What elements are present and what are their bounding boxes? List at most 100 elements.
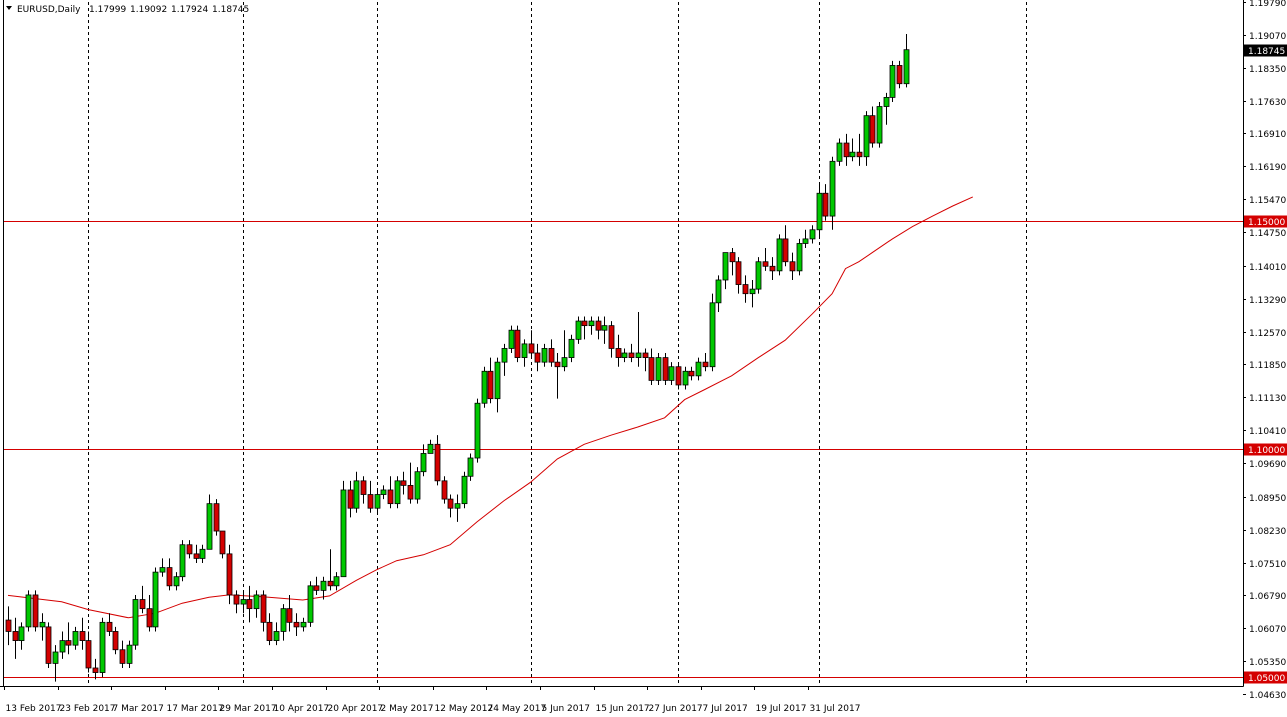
candle-body-100 <box>675 366 682 386</box>
candle-body-33 <box>226 553 233 596</box>
candle-35 <box>240 590 247 614</box>
candle-body-79 <box>534 352 541 363</box>
candle-body-45 <box>307 585 314 623</box>
candle-body-83 <box>561 357 568 368</box>
candle-88 <box>595 316 602 340</box>
low-value: 1.17924 <box>171 5 208 15</box>
candle-121 <box>816 184 823 239</box>
candle-body-2 <box>18 626 25 641</box>
candle-49 <box>333 572 340 591</box>
candle-74 <box>501 343 508 376</box>
candle-45 <box>307 581 314 627</box>
candle-96 <box>648 348 655 385</box>
x-tick-label-14: 19 Jul 2017 <box>756 704 807 714</box>
candle-61 <box>414 467 421 504</box>
candle-55 <box>374 489 381 513</box>
candle-9 <box>65 622 72 655</box>
candle-14 <box>99 617 106 678</box>
candle-body-77 <box>521 343 528 358</box>
candle-body-10 <box>72 631 79 646</box>
candle-4 <box>32 590 39 632</box>
y-tick-label-9: 1.13290 <box>1249 296 1286 306</box>
candles <box>5 33 910 682</box>
candle-105 <box>709 293 716 372</box>
candle-body-63 <box>427 443 434 454</box>
candle-body-27 <box>186 544 193 555</box>
candle-body-132 <box>889 65 896 98</box>
candle-body-18 <box>126 644 133 664</box>
candle-133 <box>896 60 903 89</box>
candle-body-99 <box>668 366 675 381</box>
candle-111 <box>749 279 756 308</box>
candle-11 <box>79 617 86 650</box>
y-axis: 1.19790 1.19070 1.18350 1.17630 1.16910 1.161… <box>1243 0 1286 701</box>
candle-body-85 <box>575 320 582 340</box>
candle-body-109 <box>735 261 742 285</box>
collapse-triangle-icon[interactable] <box>6 6 12 10</box>
candle-19 <box>132 594 139 650</box>
candle-body-0 <box>5 619 12 632</box>
x-tick-label-12: 27 Jun 2017 <box>649 704 703 714</box>
candle-body-107 <box>722 252 729 281</box>
candle-52 <box>353 471 360 513</box>
candle-body-54 <box>367 494 374 509</box>
candle-87 <box>588 316 595 335</box>
candle-body-129 <box>869 115 876 144</box>
y-tick-label-13: 1.10410 <box>1249 427 1286 437</box>
candle-body-126 <box>849 151 856 158</box>
candle-69 <box>467 453 474 481</box>
candle-72 <box>487 357 494 404</box>
candle-63 <box>427 439 434 454</box>
candle-body-72 <box>487 370 494 400</box>
candle-119 <box>802 229 809 249</box>
candle-body-88 <box>595 320 602 331</box>
candle-body-92 <box>621 352 628 358</box>
candle-0 <box>5 606 12 646</box>
candle-23 <box>159 558 166 577</box>
candle-129 <box>869 106 876 148</box>
y-tick-label-14: 1.09690 <box>1249 460 1286 470</box>
candle-body-89 <box>601 325 608 331</box>
close-value: 1.18745 <box>212 5 249 15</box>
y-tick-label-6: 1.15470 <box>1249 196 1286 206</box>
x-tick-label-13: 7 Jul 2017 <box>703 704 748 714</box>
candle-31 <box>213 499 220 536</box>
candle-body-94 <box>635 352 642 358</box>
candle-body-96 <box>648 357 655 381</box>
candle-32 <box>219 530 226 559</box>
candle-22 <box>152 567 159 632</box>
candle-body-118 <box>796 243 803 272</box>
candle-51 <box>347 480 354 518</box>
candle-71 <box>481 366 488 408</box>
candle-39 <box>266 613 273 646</box>
candle-body-38 <box>260 594 267 623</box>
x-tick-label-6: 20 Apr 2017 <box>328 704 384 714</box>
candle-134 <box>903 33 910 88</box>
moving-average-line <box>7 196 974 619</box>
candle-body-42 <box>286 608 293 623</box>
candle-130 <box>876 101 883 148</box>
candle-91 <box>615 334 622 367</box>
candle-6 <box>45 622 52 668</box>
x-tick-label-3: 17 Mar 2017 <box>167 704 224 714</box>
candle-92 <box>621 348 628 363</box>
candle-body-48 <box>327 580 334 587</box>
candle-114 <box>769 257 776 280</box>
candle-131 <box>883 92 890 125</box>
candle-body-123 <box>829 160 836 217</box>
candle-body-12 <box>85 640 92 669</box>
period-separators <box>88 2 1027 686</box>
candle-59 <box>400 471 407 495</box>
candle-body-51 <box>347 489 354 509</box>
candle-body-97 <box>655 357 662 381</box>
candle-56 <box>380 485 387 500</box>
candle-body-117 <box>789 261 796 272</box>
candle-102 <box>688 366 695 381</box>
candle-body-73 <box>494 361 501 400</box>
candle-body-82 <box>554 361 561 368</box>
candle-body-71 <box>481 370 488 404</box>
y-tick-label-11: 1.11850 <box>1249 361 1286 371</box>
x-tick-label-7: 2 May 2017 <box>381 704 434 714</box>
candle-body-75 <box>508 329 515 349</box>
level-label-2-box <box>1244 671 1287 684</box>
